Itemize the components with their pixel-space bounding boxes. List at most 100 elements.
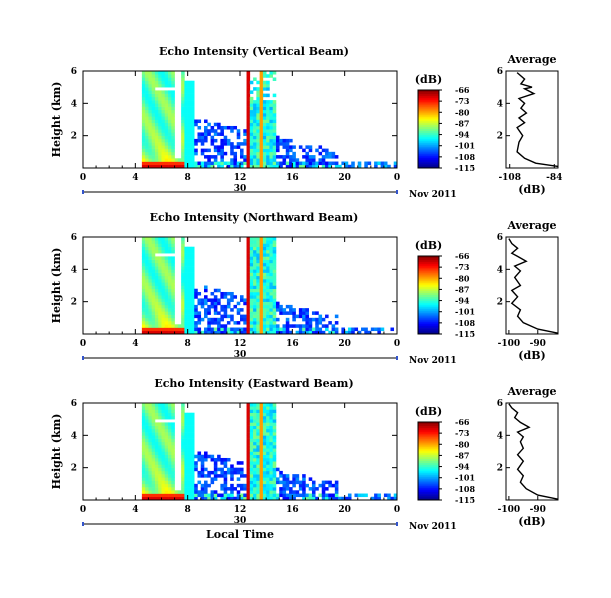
heatmap-cell (184, 454, 188, 459)
date-label: Nov 2011 (409, 356, 457, 366)
heatmap-cell (282, 490, 287, 494)
heatmap-cell (141, 155, 146, 159)
heatmap-cell (279, 164, 283, 169)
heatmap-cell (141, 448, 146, 452)
heatmap-cell (181, 457, 185, 462)
heatmap-cell (187, 487, 192, 491)
heatmap-cell (145, 113, 149, 117)
heatmap-cell (253, 132, 257, 136)
heatmap-cell (181, 288, 185, 293)
heatmap-cell (181, 285, 185, 290)
heatmap-cell (269, 249, 274, 254)
heatmap-cell (285, 474, 290, 478)
heatmap-cell (272, 496, 277, 501)
heatmap-cell (259, 474, 264, 478)
heatmap-cell (164, 272, 169, 277)
heatmap-cell (275, 327, 280, 332)
heatmap-cell (246, 435, 251, 439)
heatmap-cell (282, 480, 287, 485)
heatmap-cell (161, 422, 166, 426)
profile-x-tick-label: -108 (498, 173, 521, 183)
heatmap-cell (151, 122, 156, 127)
heatmap-cell (266, 474, 270, 478)
heatmap-cell (262, 249, 267, 254)
heatmap-cell (269, 314, 274, 319)
heatmap-cell (253, 256, 257, 260)
heatmap-cell (253, 301, 257, 306)
heatmap-cell (246, 272, 251, 277)
heatmap-cell (148, 454, 152, 459)
heatmap-cell (298, 480, 303, 485)
heatmap-cell (249, 298, 254, 302)
heatmap-cell (148, 474, 152, 478)
heatmap-cell (181, 412, 185, 417)
heatmap-cell (279, 480, 283, 485)
heatmap-cell (246, 256, 251, 260)
heatmap-cell (279, 304, 283, 309)
colorbar-swatch (418, 332, 439, 335)
heatmap-cell (302, 474, 306, 478)
colorbar-swatch (418, 283, 439, 286)
heatmap-cell (266, 142, 270, 146)
heatmap-cell (161, 266, 166, 270)
heatmap-cell (181, 480, 185, 485)
heatmap-cell (168, 474, 172, 478)
heatmap-cell (154, 474, 159, 478)
heatmap-cell (213, 122, 218, 127)
heatmap-cell (233, 158, 238, 162)
heatmap-cell (289, 138, 293, 143)
heatmap-cell (158, 301, 162, 306)
heatmap-cell (279, 327, 283, 332)
heatmap-cell (240, 151, 244, 156)
heatmap-cell (217, 298, 221, 302)
heatmap-cell (259, 135, 264, 140)
heatmap-cell (217, 457, 221, 462)
heatmap-cell (246, 275, 251, 280)
heatmap-cell (151, 425, 156, 430)
heatmap-cell (269, 441, 274, 446)
heatmap-cell (259, 142, 264, 146)
heatmap-cell (158, 74, 162, 78)
heatmap-cell (200, 464, 205, 468)
heatmap-cell (154, 298, 159, 302)
colorbar-swatch (418, 279, 439, 282)
heatmap-cell (145, 496, 149, 501)
heatmap-cell (171, 480, 175, 485)
heatmap-cell (181, 435, 185, 439)
heatmap-cell (154, 457, 159, 462)
heatmap-cell (171, 71, 175, 75)
heatmap-cell (154, 483, 159, 488)
heatmap-cell (311, 480, 316, 485)
heatmap-cell (168, 454, 172, 459)
heatmap-cell (266, 438, 270, 443)
heatmap-cell (141, 158, 146, 162)
heatmap-cell (148, 457, 152, 462)
heatmap-cell (197, 135, 202, 140)
profile-x-label: (dB) (518, 349, 545, 362)
heatmap-cell (184, 477, 188, 481)
heatmap-cell (158, 145, 162, 149)
heatmap-cell (285, 304, 290, 309)
heatmap-cell (230, 330, 234, 335)
heatmap-cell (145, 132, 149, 136)
heatmap-cell (171, 100, 175, 104)
heatmap-cell (190, 464, 195, 468)
heatmap-cell (253, 435, 257, 439)
heatmap-cell (256, 330, 260, 335)
heatmap-cell (168, 93, 172, 98)
heatmap-cell (315, 317, 319, 322)
heatmap-cell (269, 132, 274, 136)
colorbar-tick-label: -115 (455, 329, 475, 339)
heatmap-cell (154, 441, 159, 446)
heatmap-cell (253, 243, 257, 247)
heatmap-cell (226, 304, 231, 309)
heatmap-cell (168, 311, 172, 315)
heatmap-cell (148, 422, 152, 426)
heatmap-cell (187, 135, 192, 140)
profile-x-label: (dB) (518, 515, 545, 528)
heatmap-cell (253, 142, 257, 146)
heatmap-cell (164, 330, 169, 335)
heatmap-cell (154, 317, 159, 322)
heatmap-cell (272, 285, 277, 290)
heatmap-cell (262, 116, 267, 120)
